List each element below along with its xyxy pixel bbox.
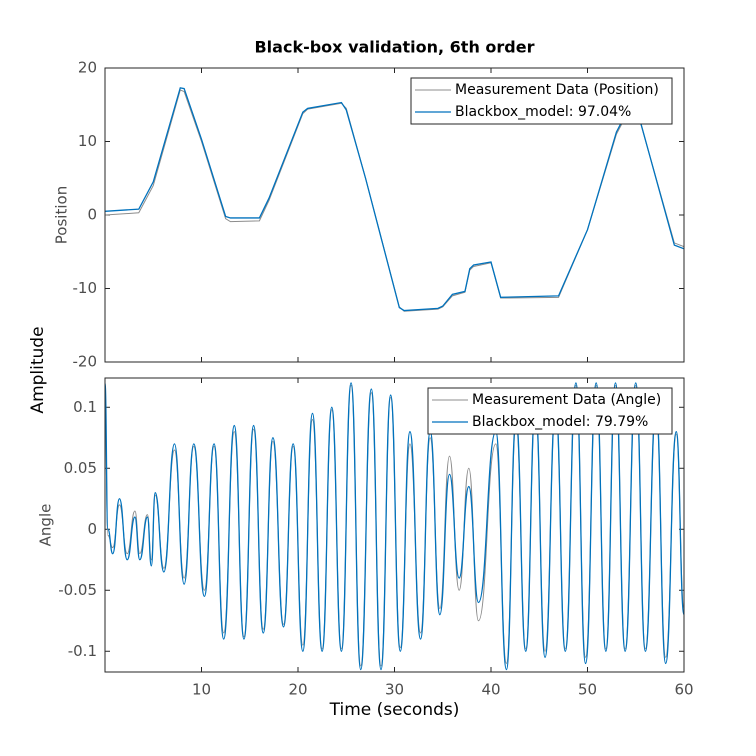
figure-y-label: Amplitude	[28, 326, 48, 413]
x-tick-label: 20	[288, 681, 307, 699]
y-tick-label: -0.05	[58, 581, 97, 599]
y-tick-label: -10	[73, 279, 98, 297]
x-tick-label: 10	[192, 681, 211, 699]
legend-label: Measurement Data (Position)	[455, 82, 659, 98]
legend-label: Blackbox_model: 79.79%	[472, 414, 648, 430]
legend-box	[410, 77, 673, 125]
plot-area	[105, 87, 684, 312]
y-tick-label: 0	[87, 520, 97, 538]
y-tick-label: -0.1	[68, 642, 97, 660]
y-axis-label: Angle	[37, 504, 55, 547]
chart-title: Black-box validation, 6th order	[254, 38, 534, 57]
y-tick-label: 20	[78, 59, 97, 77]
x-tick-label: 30	[385, 681, 404, 699]
x-axis-label: Time (seconds)	[329, 700, 460, 720]
y-axis-label: Position	[53, 186, 71, 244]
x-tick-label: 40	[481, 681, 500, 699]
axes-box	[104, 67, 685, 363]
x-tick-label: 60	[674, 681, 693, 699]
y-tick-label: 10	[78, 132, 97, 150]
y-tick-label: 0	[87, 206, 97, 224]
legend-label: Measurement Data (Angle)	[472, 392, 661, 408]
y-tick-label: -20	[73, 353, 98, 371]
x-tick-label: 50	[578, 681, 597, 699]
data-line	[105, 87, 684, 312]
axes-box	[104, 377, 685, 673]
legend-label: Blackbox_model: 97.04%	[455, 104, 631, 120]
y-tick-label: 0.1	[73, 398, 97, 416]
legend-box	[427, 387, 673, 435]
y-tick-label: 0.05	[64, 459, 97, 477]
